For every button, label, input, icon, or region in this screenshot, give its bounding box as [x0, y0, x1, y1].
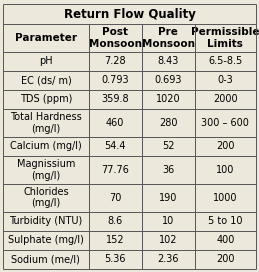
Text: 5.36: 5.36: [104, 254, 126, 264]
Text: TDS (ppm): TDS (ppm): [20, 94, 72, 104]
Text: pH: pH: [39, 56, 53, 66]
Text: 0-3: 0-3: [218, 75, 233, 85]
Text: EC (ds/ m): EC (ds/ m): [20, 75, 71, 85]
Text: Parameter: Parameter: [15, 33, 77, 43]
Text: Pre
Monsoon: Pre Monsoon: [142, 27, 195, 49]
Text: 77.76: 77.76: [101, 165, 129, 175]
Text: 300 – 600: 300 – 600: [202, 118, 249, 128]
Text: 102: 102: [159, 235, 177, 245]
Text: 8.43: 8.43: [157, 56, 179, 66]
Text: 190: 190: [159, 193, 177, 203]
Text: Return Flow Quality: Return Flow Quality: [63, 8, 196, 20]
Text: 5 to 10: 5 to 10: [208, 216, 243, 226]
Text: 36: 36: [162, 165, 174, 175]
Text: 200: 200: [216, 254, 235, 264]
Text: 460: 460: [106, 118, 124, 128]
Text: 70: 70: [109, 193, 121, 203]
Text: 6.5-8.5: 6.5-8.5: [208, 56, 242, 66]
Text: 0.793: 0.793: [102, 75, 129, 85]
Text: 152: 152: [106, 235, 125, 245]
Text: 400: 400: [216, 235, 234, 245]
Text: 100: 100: [216, 165, 234, 175]
Text: 2.36: 2.36: [157, 254, 179, 264]
Text: 1000: 1000: [213, 193, 238, 203]
Text: 359.8: 359.8: [102, 94, 129, 104]
Text: 8.6: 8.6: [107, 216, 123, 226]
Text: Permissible
Limits: Permissible Limits: [191, 27, 259, 49]
Text: Calcium (mg/l): Calcium (mg/l): [10, 141, 82, 151]
Text: Magnissium
(mg/l): Magnissium (mg/l): [17, 159, 75, 181]
Text: 1020: 1020: [156, 94, 181, 104]
Text: 280: 280: [159, 118, 177, 128]
Text: 7.28: 7.28: [104, 56, 126, 66]
Text: 2000: 2000: [213, 94, 238, 104]
Text: Turbidity (NTU): Turbidity (NTU): [9, 216, 83, 226]
Text: 54.4: 54.4: [104, 141, 126, 151]
Text: 0.693: 0.693: [154, 75, 182, 85]
Text: 10: 10: [162, 216, 174, 226]
Text: Sulphate (mg/l): Sulphate (mg/l): [8, 235, 84, 245]
Text: Total Hardness
(mg/l): Total Hardness (mg/l): [10, 112, 82, 134]
Text: 200: 200: [216, 141, 235, 151]
Text: Sodium (me/l): Sodium (me/l): [11, 254, 80, 264]
Text: Post
Monsoon: Post Monsoon: [89, 27, 142, 49]
Text: 52: 52: [162, 141, 175, 151]
Text: Chlorides
(mg/l): Chlorides (mg/l): [23, 187, 69, 208]
